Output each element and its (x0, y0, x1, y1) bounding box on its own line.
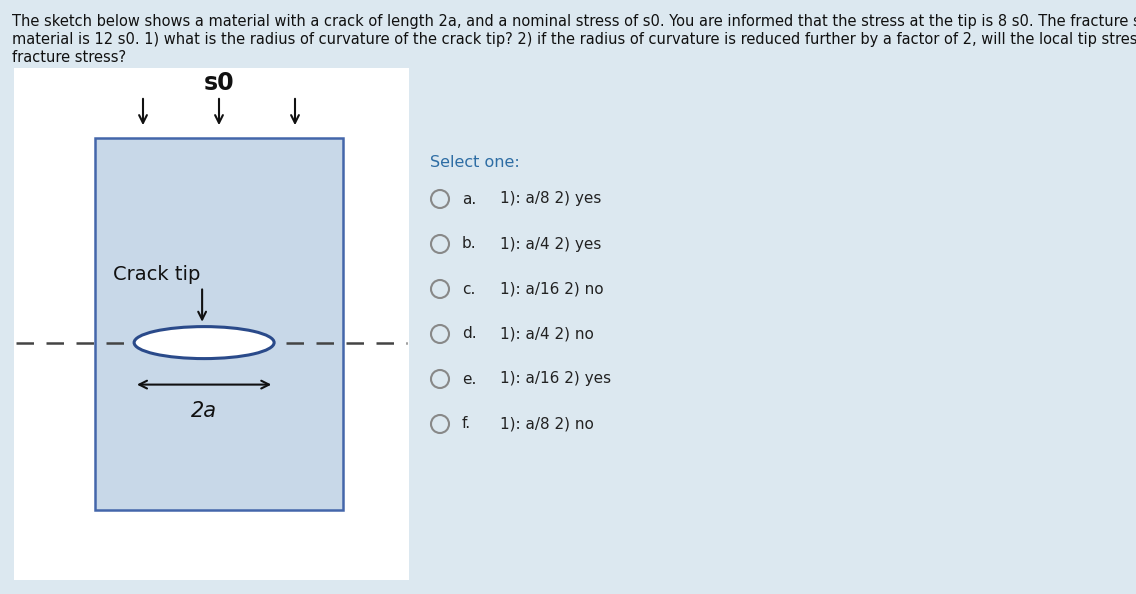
Text: 2a: 2a (191, 400, 217, 421)
Circle shape (431, 235, 449, 253)
Text: s0: s0 (203, 71, 234, 95)
Bar (95, 138, 343, 510)
Text: The sketch below shows a material with a crack of length 2a, and a nominal stres: The sketch below shows a material with a… (12, 14, 1136, 29)
Text: b.: b. (462, 236, 477, 251)
Text: 1): a/4 2) yes: 1): a/4 2) yes (500, 236, 601, 251)
Circle shape (431, 280, 449, 298)
Text: e.: e. (462, 371, 476, 387)
Text: 1): a/4 2) no: 1): a/4 2) no (500, 327, 594, 342)
Text: Crack tip: Crack tip (112, 265, 200, 284)
Text: material is 12 s0. 1) what is the radius of curvature of the crack tip? 2) if th: material is 12 s0. 1) what is the radius… (12, 32, 1136, 47)
Text: 1): a/8 2) no: 1): a/8 2) no (500, 416, 594, 431)
Text: 1): a/16 2) no: 1): a/16 2) no (500, 282, 603, 296)
Text: 1): a/16 2) yes: 1): a/16 2) yes (500, 371, 611, 387)
Text: c.: c. (462, 282, 475, 296)
Text: d.: d. (462, 327, 477, 342)
Circle shape (431, 370, 449, 388)
Circle shape (431, 325, 449, 343)
Circle shape (431, 190, 449, 208)
Text: 1): a/8 2) yes: 1): a/8 2) yes (500, 191, 601, 207)
Bar (14, 68, 409, 580)
Text: f.: f. (462, 416, 471, 431)
Text: a.: a. (462, 191, 476, 207)
Circle shape (431, 415, 449, 433)
Text: Select one:: Select one: (431, 155, 520, 170)
Text: fracture stress?: fracture stress? (12, 50, 126, 65)
Ellipse shape (134, 327, 274, 359)
